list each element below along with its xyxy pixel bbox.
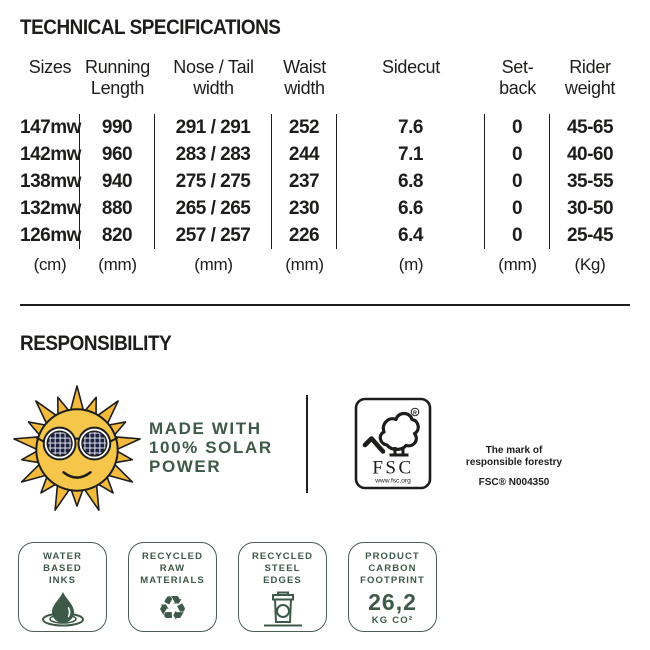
carbon-footprint-unit: KG CO²: [371, 615, 414, 626]
badge-label: MATERIALS: [140, 575, 205, 586]
unit-cell: (cm): [33, 255, 67, 274]
table-cell: 45-65: [566, 117, 614, 138]
column-header-sidecut: Sidecut: [382, 57, 440, 77]
table-cell: 142mw: [20, 141, 81, 168]
badge-recycled-steel-edges: RECYCLED STEEL EDGES: [238, 542, 327, 632]
table-cell: 940: [80, 168, 155, 195]
table-cell: 30-50: [566, 198, 614, 219]
fsc-url-label: www.fsc.org: [374, 478, 411, 485]
unit-cell: (mm): [194, 255, 233, 274]
table-cell: 237: [272, 168, 337, 195]
badge-label: INKS: [48, 575, 77, 586]
water-drop-icon: [41, 592, 84, 627]
table-cell: 257 / 257: [155, 222, 272, 249]
carbon-footprint-value: 26,2: [368, 589, 417, 615]
column-header-running-length: Running Length: [85, 57, 150, 98]
section-divider: [20, 304, 630, 306]
table-cell: 275 / 275: [155, 168, 272, 195]
table-cell: 230: [272, 195, 337, 222]
solar-power-claim: MADE WITH 100% SOLAR POWER: [149, 419, 273, 476]
fsc-mark-line-1: The mark of: [485, 445, 543, 456]
table-cell: 880: [80, 195, 155, 222]
table-cell: 35-55: [566, 171, 614, 192]
table-cell: 960: [80, 141, 155, 168]
table-cell: 0: [485, 114, 550, 141]
table-cell: 6.4: [337, 222, 485, 249]
table-cell: 244: [272, 141, 337, 168]
table-cell: 291 / 291: [155, 114, 272, 141]
table-cell: 226: [272, 222, 337, 249]
badge-label: BASED: [43, 563, 82, 574]
fsc-mark-text: The mark of responsible forestry FSC® N0…: [444, 445, 584, 488]
unit-cell: (mm): [98, 255, 137, 274]
unit-cell: (mm): [498, 255, 537, 274]
spec-table-body: 147mw 990 291 / 291 252 7.6 0 45-65 142m…: [20, 114, 630, 249]
fsc-mark-line-2: responsible forestry: [465, 457, 563, 468]
table-cell: 0: [485, 168, 550, 195]
badge-label: STEEL: [264, 563, 301, 574]
technical-specifications-title: TECHNICAL SPECIFICATIONS: [20, 16, 281, 39]
table-cell: 265 / 265: [155, 195, 272, 222]
table-cell: 0: [485, 141, 550, 168]
table-cell: 147mw: [20, 114, 81, 141]
badge-product-carbon-footprint: PRODUCT CARBON FOOTPRINT 26,2 KG CO²: [348, 542, 437, 632]
fsc-logo-icon: R FSC www.fsc.org: [354, 397, 432, 490]
vertical-divider: [306, 395, 308, 493]
badge-label: CARBON: [368, 563, 417, 574]
spec-table-header-row: Sizes Running Length Nose / Tail width W…: [20, 57, 630, 99]
column-header-sizes: Sizes: [28, 57, 72, 77]
table-cell: 0: [485, 195, 550, 222]
fsc-acronym-label: FSC: [372, 458, 413, 479]
badge-label: PRODUCT: [365, 551, 420, 562]
badge-label: WATER: [42, 551, 83, 562]
recycle-icon: ♻: [157, 589, 188, 629]
responsibility-logos-row: MADE WITH 100% SOLAR POWER R FSC www.fsc…: [0, 383, 650, 533]
table-cell: 6.8: [337, 168, 485, 195]
badge-label: RAW: [159, 563, 186, 574]
table-cell: 0: [485, 222, 550, 249]
column-header-setback: Set- back: [499, 57, 536, 98]
badge-label: FOOTPRINT: [360, 575, 425, 586]
sun-solar-icon: [13, 385, 141, 511]
table-cell: 126mw: [20, 222, 81, 249]
table-cell: 25-45: [566, 225, 614, 246]
solar-line-3: POWER: [149, 457, 222, 476]
unit-cell: (Kg): [574, 255, 606, 274]
table-cell: 40-60: [566, 144, 614, 165]
badge-label: RECYCLED: [251, 551, 314, 562]
unit-cell: (m): [398, 255, 424, 274]
table-cell: 132mw: [20, 195, 81, 222]
fsc-license-number: FSC® N004350: [478, 477, 550, 488]
trash-bin-icon: [263, 591, 302, 627]
table-cell: 283 / 283: [155, 141, 272, 168]
badge-label: EDGES: [263, 575, 302, 586]
solar-line-2: 100% SOLAR: [149, 438, 273, 457]
table-cell: 7.6: [337, 114, 485, 141]
badge-recycled-raw-materials: RECYCLED RAW MATERIALS ♻: [128, 542, 217, 632]
responsibility-section-title-wrap: RESPONSIBILITY: [20, 332, 188, 356]
table-cell: 6.6: [337, 195, 485, 222]
eco-badges-row: WATER BASED INKS RECYCLED RAW MATERIALS …: [18, 542, 437, 632]
table-cell: 252: [272, 114, 337, 141]
technical-specifications-section: TECHNICAL SPECIFICATIONS Sizes Running L…: [20, 16, 630, 277]
spec-table-units-row: (cm) (mm) (mm) (mm) (m) (mm) (Kg): [20, 253, 630, 277]
column-header-nose-tail-width: Nose / Tail width: [173, 57, 254, 98]
table-cell: 7.1: [337, 141, 485, 168]
column-header-waist-width: Waist width: [283, 57, 326, 98]
column-header-rider-weight: Rider weight: [564, 57, 616, 98]
solar-line-1: MADE WITH: [149, 419, 262, 438]
badge-label: RECYCLED: [141, 551, 204, 562]
table-cell: 820: [80, 222, 155, 249]
unit-cell: (mm): [285, 255, 324, 274]
badge-water-based-inks: WATER BASED INKS: [18, 542, 107, 632]
svg-text:R: R: [413, 410, 417, 416]
table-cell: 990: [80, 114, 155, 141]
table-cell: 138mw: [20, 168, 81, 195]
responsibility-title: RESPONSIBILITY: [20, 332, 172, 355]
